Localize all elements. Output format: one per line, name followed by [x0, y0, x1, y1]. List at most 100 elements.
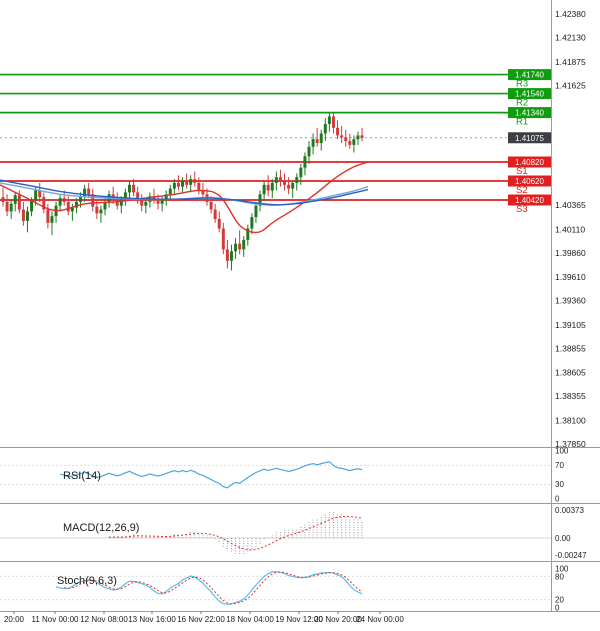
- stoch-k-line: [55, 571, 363, 606]
- candle-body: [287, 184, 291, 189]
- candle-body: [315, 139, 319, 143]
- candle-body: [278, 177, 282, 181]
- candle-body: [193, 179, 197, 183]
- candle-body: [123, 192, 127, 200]
- candle-body: [254, 205, 258, 218]
- macd-signal-line: [109, 515, 363, 551]
- candle-body: [266, 184, 270, 191]
- candle-body: [311, 139, 315, 147]
- price-badge: [508, 69, 551, 81]
- candle-body: [42, 197, 46, 210]
- time-axis-label: 19 Nov 12:00: [275, 615, 323, 624]
- price-axis-label: 1.42130: [555, 33, 586, 43]
- candle-body: [168, 188, 172, 195]
- candle-body: [50, 216, 54, 223]
- candle-body: [283, 180, 287, 185]
- price-axis-label: 1.38855: [555, 344, 586, 354]
- candle-body: [176, 182, 180, 187]
- candle-body: [181, 180, 185, 187]
- price-axis-label: 1.41875: [555, 57, 586, 67]
- candle-body: [348, 141, 352, 145]
- candle-body: [209, 201, 213, 210]
- candle-body: [66, 201, 70, 212]
- candle-body: [156, 200, 160, 204]
- candle-body: [238, 243, 242, 250]
- time-axis-label: 16 Nov 22:00: [177, 615, 225, 624]
- price-badge-text: 1.41075: [515, 134, 544, 143]
- candle-body: [21, 209, 25, 221]
- candle-body: [132, 184, 136, 193]
- price-axis-label: 1.38605: [555, 367, 586, 377]
- candle-body: [25, 211, 29, 221]
- candle-body: [327, 116, 331, 124]
- candle-body: [119, 200, 123, 206]
- candle-body: [295, 177, 299, 183]
- candle-body: [74, 201, 78, 208]
- price-badge: [508, 132, 551, 144]
- price-badge: [508, 194, 551, 206]
- price-badge-text: 1.41740: [515, 71, 544, 80]
- time-axis-label: 20 Nov 20:00: [314, 615, 362, 624]
- time-axis-label: 18 Nov 04:00: [226, 615, 274, 624]
- stoch-axis-label: 0: [555, 604, 560, 613]
- level-name-s2: S2: [516, 185, 528, 196]
- candle-body: [17, 195, 21, 210]
- price-axis-label: 1.39610: [555, 272, 586, 282]
- candle-body: [225, 249, 229, 261]
- price-axis-label: 1.42380: [555, 9, 586, 19]
- candle-body: [274, 177, 278, 183]
- candle-body: [58, 198, 62, 206]
- price-axis-label: 1.40365: [555, 200, 586, 210]
- macd-axis-label: -0.00247: [555, 551, 587, 560]
- candle-body: [103, 201, 107, 210]
- price-axis-label: 1.39105: [555, 320, 586, 330]
- candle-body: [144, 201, 148, 206]
- price-badge: [508, 107, 551, 119]
- price-badge-text: 1.41340: [515, 109, 544, 118]
- ma-fast-line: [0, 161, 369, 234]
- candle-body: [127, 184, 131, 193]
- level-name-s1: S1: [516, 166, 528, 177]
- candle-body: [213, 209, 217, 220]
- candle-body: [229, 251, 233, 261]
- rsi-axis-label: 30: [555, 480, 564, 489]
- price-axis-label: 1.40110: [555, 224, 585, 234]
- time-axis-label: 11 Nov 00:00: [32, 615, 80, 624]
- candle-body: [185, 180, 189, 185]
- candle-body: [270, 182, 274, 191]
- level-name-r1: R1: [516, 117, 528, 128]
- candle-body: [250, 217, 254, 229]
- macd-indicator-label: MACD(12,26,9): [63, 522, 140, 534]
- candle-body: [87, 188, 91, 195]
- price-badge-text: 1.40420: [515, 196, 544, 205]
- candle-body: [336, 127, 340, 136]
- price-axis-label: 1.38355: [555, 391, 586, 401]
- price-badge-text: 1.41540: [515, 90, 544, 99]
- candle-body: [258, 194, 262, 206]
- candle-body: [83, 188, 87, 197]
- ma-slow-line: [0, 179, 369, 206]
- candle-body: [13, 195, 17, 204]
- candle-body: [62, 198, 66, 202]
- rsi-indicator-label: RSI(14): [63, 470, 101, 482]
- price-badge: [508, 156, 551, 168]
- time-axis-label: 13 Nov 16:00: [128, 615, 176, 624]
- candle-body: [99, 209, 103, 214]
- time-axis-label: 24 Nov 00:00: [356, 615, 404, 624]
- stoch-axis-label: 20: [555, 596, 564, 605]
- candle-body: [340, 135, 344, 138]
- candle-body: [30, 200, 34, 212]
- candle-body: [319, 133, 323, 143]
- candle-body: [291, 182, 295, 189]
- price-axis-label: 1.41625: [555, 81, 586, 91]
- stoch-indicator-label: Stoch(9,6,3): [57, 575, 117, 587]
- candle-body: [221, 228, 225, 250]
- candle-body: [246, 228, 250, 240]
- macd-axis-label: 0.00: [555, 534, 571, 543]
- price-badge: [508, 175, 551, 187]
- candle-body: [234, 243, 238, 252]
- candle-body: [299, 167, 303, 178]
- candle-body: [5, 201, 9, 212]
